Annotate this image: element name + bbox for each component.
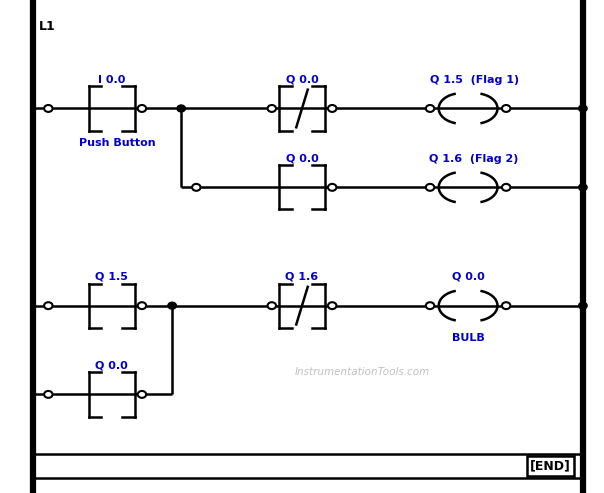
Text: Q 0.0: Q 0.0 — [286, 75, 318, 85]
Circle shape — [268, 105, 276, 112]
Text: Q 1.6  (Flag 2): Q 1.6 (Flag 2) — [429, 154, 519, 164]
Text: Q 0.0: Q 0.0 — [95, 361, 128, 371]
Circle shape — [579, 184, 587, 191]
Circle shape — [426, 302, 434, 309]
Circle shape — [168, 302, 176, 309]
Text: InstrumentationTools.com: InstrumentationTools.com — [295, 367, 430, 377]
Text: Q 0.0: Q 0.0 — [452, 272, 484, 282]
Circle shape — [328, 302, 336, 309]
Circle shape — [426, 105, 434, 112]
Circle shape — [192, 184, 201, 191]
Circle shape — [138, 302, 146, 309]
Circle shape — [426, 184, 434, 191]
Circle shape — [138, 391, 146, 398]
Text: Q 1.5  (Flag 1): Q 1.5 (Flag 1) — [429, 75, 519, 85]
Circle shape — [44, 105, 53, 112]
Circle shape — [579, 105, 587, 112]
Circle shape — [44, 302, 53, 309]
Text: Push Button: Push Button — [79, 138, 155, 148]
Circle shape — [177, 105, 185, 112]
Text: Q 1.5: Q 1.5 — [95, 272, 128, 282]
Circle shape — [268, 302, 276, 309]
Text: BULB: BULB — [452, 333, 484, 343]
Text: Q 1.6: Q 1.6 — [286, 272, 318, 282]
Text: [END]: [END] — [530, 459, 571, 472]
Circle shape — [502, 105, 510, 112]
Text: I 0.0: I 0.0 — [98, 75, 126, 85]
Text: Q 0.0: Q 0.0 — [286, 154, 318, 164]
Text: L1: L1 — [39, 20, 56, 33]
Circle shape — [579, 302, 587, 309]
Circle shape — [502, 184, 510, 191]
Circle shape — [138, 105, 146, 112]
Circle shape — [44, 391, 53, 398]
Circle shape — [328, 184, 336, 191]
Circle shape — [502, 302, 510, 309]
Circle shape — [328, 105, 336, 112]
